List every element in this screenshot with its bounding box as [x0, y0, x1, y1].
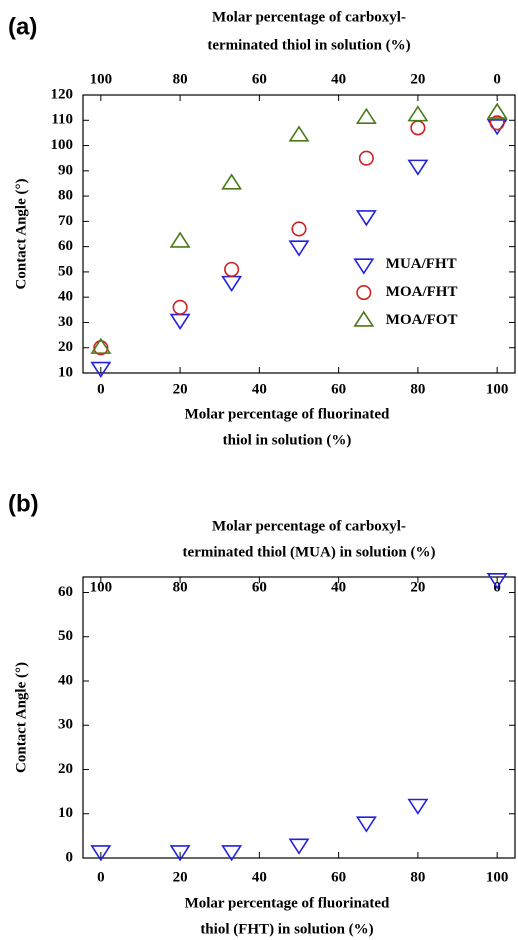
top-axis-title: Molar percentage of carboxyl-	[212, 518, 406, 534]
y-tick-label: 90	[58, 162, 73, 178]
x2-tick-label: 40	[331, 579, 346, 595]
marker	[486, 573, 508, 590]
marker	[90, 361, 112, 378]
x-axis-title: Molar percentage of fluorinated	[185, 406, 390, 422]
y-tick-label: 80	[58, 188, 73, 204]
marker	[221, 845, 243, 862]
plot-frame	[82, 94, 516, 374]
x2-tick-label: 100	[90, 579, 113, 595]
x2-tick-label: 40	[331, 71, 346, 87]
y-tick-label: 70	[58, 213, 73, 229]
y-tick-label: 40	[58, 289, 73, 305]
marker	[288, 240, 310, 257]
y-tick-label: 100	[51, 137, 74, 153]
marker	[90, 337, 112, 354]
legend-label: MOA/FHT	[386, 284, 458, 300]
x-tick-label: 40	[252, 381, 267, 397]
legend-label: MUA/FHT	[386, 256, 457, 272]
marker	[355, 816, 377, 833]
panel-label: (b)	[8, 490, 39, 517]
x-tick-label: 80	[410, 869, 425, 885]
marker	[407, 159, 429, 176]
marker	[410, 120, 426, 136]
x-axis-title: thiol (FHT) in solution (%)	[200, 921, 373, 937]
marker	[169, 313, 191, 330]
x-tick-label: 80	[410, 381, 425, 397]
x-tick-label: 100	[486, 381, 509, 397]
x2-tick-label: 60	[252, 71, 267, 87]
y-tick-label: 40	[58, 672, 73, 688]
y-tick-label: 10	[58, 805, 73, 821]
x-tick-label: 20	[173, 381, 188, 397]
marker	[224, 261, 240, 277]
marker	[407, 798, 429, 815]
marker	[221, 173, 243, 190]
top-axis-title: terminated thiol in solution (%)	[207, 37, 410, 53]
y-tick-label: 30	[58, 717, 73, 733]
marker	[172, 299, 188, 315]
x-tick-label: 100	[486, 869, 509, 885]
x-tick-label: 0	[97, 869, 105, 885]
top-axis-title: Molar percentage of carboxyl-	[212, 9, 406, 25]
marker	[288, 838, 310, 855]
legend-marker	[353, 258, 375, 275]
x2-tick-label: 20	[410, 579, 425, 595]
x-tick-label: 60	[331, 381, 346, 397]
x2-tick-label: 60	[252, 579, 267, 595]
y-tick-label: 60	[58, 238, 73, 254]
plot-frame	[82, 576, 516, 859]
marker	[169, 845, 191, 862]
marker	[486, 102, 508, 119]
x-axis-title: thiol in solution (%)	[223, 432, 352, 448]
y-tick-label: 50	[58, 628, 73, 644]
marker	[355, 210, 377, 227]
y-tick-label: 0	[66, 849, 74, 865]
marker	[489, 115, 505, 131]
x2-tick-label: 80	[173, 579, 188, 595]
x2-tick-label: 80	[173, 71, 188, 87]
marker	[358, 150, 374, 166]
marker	[169, 231, 191, 248]
y-tick-label: 30	[58, 314, 73, 330]
top-axis-title: terminated thiol (MUA) in solution (%)	[183, 544, 436, 560]
x-axis-title: Molar percentage of fluorinated	[185, 895, 390, 911]
marker	[93, 340, 109, 356]
y-axis-title: Contact Angle (°)	[13, 662, 29, 773]
legend-marker	[356, 285, 372, 301]
y-tick-label: 10	[58, 364, 73, 380]
x2-tick-label: 0	[493, 71, 501, 87]
x-tick-label: 40	[252, 869, 267, 885]
x-tick-label: 20	[173, 869, 188, 885]
marker	[221, 275, 243, 293]
x-tick-label: 0	[97, 381, 105, 397]
y-tick-label: 20	[58, 339, 73, 355]
y-tick-label: 20	[58, 761, 73, 777]
x2-tick-label: 20	[410, 71, 425, 87]
marker	[407, 105, 429, 122]
legend-marker	[353, 310, 375, 327]
marker	[288, 125, 310, 142]
y-tick-label: 110	[51, 112, 73, 128]
y-tick-label: 60	[58, 584, 73, 600]
x-tick-label: 60	[331, 869, 346, 885]
y-tick-label: 120	[51, 86, 74, 102]
marker	[355, 107, 377, 124]
y-tick-label: 50	[58, 263, 73, 279]
legend-label: MOA/FOT	[386, 312, 458, 328]
x2-tick-label: 100	[90, 71, 113, 87]
marker	[90, 845, 112, 862]
marker	[291, 221, 307, 237]
y-axis-title: Contact Angle (°)	[13, 179, 29, 290]
panel-label: (a)	[8, 13, 37, 40]
